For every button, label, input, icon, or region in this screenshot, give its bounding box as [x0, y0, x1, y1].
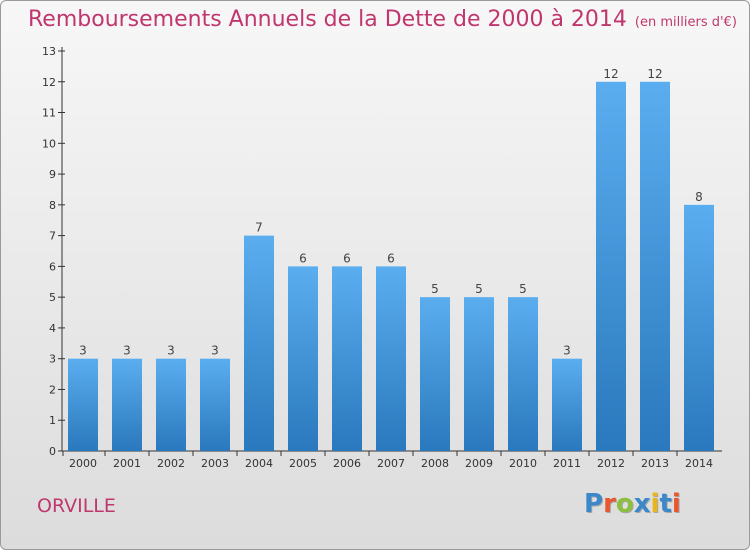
data-label-2014: 8	[695, 190, 703, 204]
logo-letter: i	[650, 489, 660, 519]
bar-2007	[376, 266, 406, 451]
x-tick-label: 2011	[553, 457, 581, 470]
x-tick-label: 2004	[245, 457, 273, 470]
x-tick-label: 2007	[377, 457, 405, 470]
chart-bars	[68, 81, 714, 452]
x-tick-label: 2013	[641, 457, 669, 470]
bar-2011	[552, 358, 582, 451]
logo-letter: o	[615, 489, 634, 519]
bar-2010	[508, 297, 538, 451]
bar-2008	[420, 297, 450, 451]
logo-letter: i	[671, 489, 681, 519]
y-tick-label: 8	[49, 199, 56, 212]
x-tick-label: 2010	[509, 457, 537, 470]
x-tick-label: 2012	[597, 457, 625, 470]
x-tick-label: 2002	[157, 457, 185, 470]
bar-2004	[244, 235, 274, 451]
y-tick-label: 2	[49, 383, 56, 396]
y-tick-label: 7	[49, 230, 56, 243]
data-label-2007: 6	[387, 251, 395, 265]
x-tick-label: 2005	[289, 457, 317, 470]
title-text: Remboursements Annuels de la Dette de 20…	[28, 7, 627, 32]
x-tick-label: 2000	[69, 457, 97, 470]
bar-2000	[68, 358, 98, 451]
data-label-2000: 3	[79, 344, 87, 358]
x-tick-label: 2003	[201, 457, 229, 470]
bar-2005	[288, 266, 318, 451]
proxiti-logo: Proxiti	[584, 489, 681, 519]
x-tick-label: 2008	[421, 457, 449, 470]
title-unit: (en milliers d'€)	[634, 15, 737, 30]
data-label-2008: 5	[431, 282, 439, 296]
logo-letter: t	[659, 489, 672, 519]
data-label-2006: 6	[343, 251, 351, 265]
bar-2012	[596, 81, 626, 452]
y-tick-label: 1	[49, 414, 56, 427]
y-tick-label: 3	[49, 353, 56, 366]
y-tick-label: 0	[49, 445, 56, 458]
place-name: ORVILLE	[37, 495, 116, 517]
data-label-2001: 3	[123, 344, 131, 358]
logo-letter: x	[633, 489, 651, 519]
bar-2002	[156, 358, 186, 451]
bar-2013	[640, 81, 670, 452]
x-tick-label: 2014	[685, 457, 713, 470]
y-tick-label: 13	[42, 45, 56, 58]
data-label-2013: 12	[647, 67, 662, 81]
y-tick-label: 6	[49, 260, 56, 273]
x-tick-label: 2009	[465, 457, 493, 470]
data-label-2005: 6	[299, 251, 307, 265]
bar-2003	[200, 358, 230, 451]
y-tick-label: 4	[49, 322, 56, 335]
y-tick-label: 9	[49, 168, 56, 181]
logo-letter: P	[584, 489, 604, 519]
x-tick-label: 2006	[333, 457, 361, 470]
data-label-2002: 3	[167, 344, 175, 358]
data-label-2010: 5	[519, 282, 527, 296]
bar-2001	[112, 358, 142, 451]
bar-2006	[332, 266, 362, 451]
x-tick-label: 2001	[113, 457, 141, 470]
chart-title: Remboursements Annuels de la Dette de 20…	[28, 7, 737, 32]
y-tick-label: 5	[49, 291, 56, 304]
data-label-2011: 3	[563, 344, 571, 358]
data-label-2004: 7	[255, 221, 263, 235]
logo-letter: r	[603, 489, 616, 519]
data-label-2012: 12	[603, 67, 618, 81]
chart-labels: 2000 3 2001 3 2002 3 2003 3 2004 7 2005 6 2006 6 2007 6…	[69, 67, 713, 470]
data-label-2009: 5	[475, 282, 483, 296]
bar-2014	[684, 204, 714, 451]
bar-2009	[464, 297, 494, 451]
y-tick-label: 12	[42, 76, 56, 89]
y-tick-label: 10	[42, 137, 56, 150]
data-label-2003: 3	[211, 344, 219, 358]
y-tick-label: 11	[42, 107, 56, 120]
